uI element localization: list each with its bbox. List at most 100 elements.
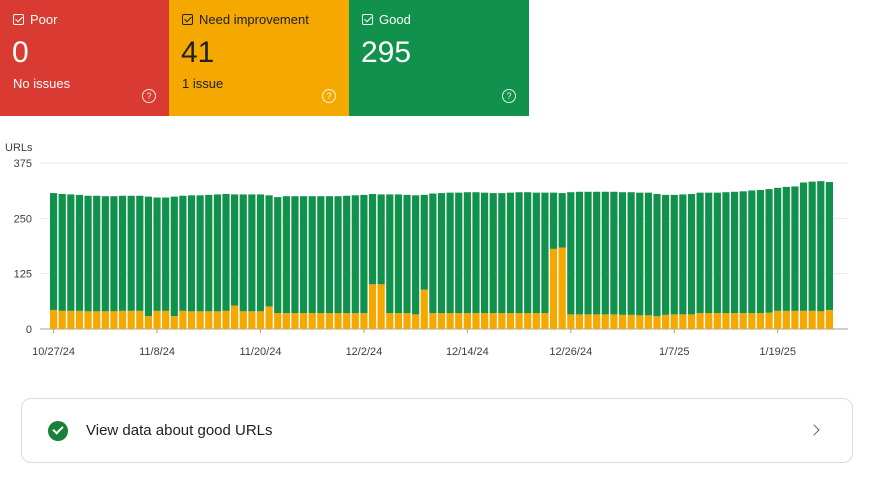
bar-good[interactable] [291, 196, 299, 314]
bar-good[interactable] [265, 195, 273, 307]
bar-need-improvement[interactable] [498, 313, 506, 329]
bar-need-improvement[interactable] [144, 316, 153, 329]
bar-good[interactable] [515, 192, 523, 314]
bar-need-improvement[interactable] [127, 310, 135, 329]
bar-good[interactable] [610, 191, 618, 315]
bar-need-improvement[interactable] [162, 310, 170, 329]
bar-need-improvement[interactable] [239, 311, 247, 329]
bar-need-improvement[interactable] [205, 311, 213, 329]
bar-good[interactable] [765, 189, 773, 313]
bar-good[interactable] [274, 197, 282, 314]
bar-good[interactable] [618, 192, 627, 315]
bar-good[interactable] [567, 192, 575, 315]
bar-need-improvement[interactable] [618, 314, 627, 329]
bar-good[interactable] [584, 191, 592, 315]
bar-good[interactable] [601, 191, 609, 315]
bar-good[interactable] [774, 187, 782, 311]
bar-need-improvement[interactable] [118, 310, 127, 329]
bar-need-improvement[interactable] [325, 313, 334, 329]
bar-need-improvement[interactable] [489, 313, 497, 329]
bar-good[interactable] [84, 195, 92, 312]
bar-need-improvement[interactable] [515, 313, 523, 329]
bar-good[interactable] [58, 193, 66, 311]
bar-good[interactable] [662, 194, 670, 315]
bar-need-improvement[interactable] [593, 314, 601, 329]
bar-good[interactable] [75, 194, 84, 311]
bar-need-improvement[interactable] [610, 314, 618, 329]
bar-good[interactable] [575, 191, 584, 315]
bar-need-improvement[interactable] [472, 313, 480, 329]
bar-good[interactable] [93, 195, 101, 312]
bar-need-improvement[interactable] [506, 313, 515, 329]
bar-good[interactable] [506, 192, 515, 314]
card-good[interactable]: Good 295 ? [349, 0, 529, 116]
help-icon[interactable]: ? [142, 89, 156, 103]
bar-need-improvement[interactable] [368, 284, 377, 329]
bar-need-improvement[interactable] [782, 310, 790, 329]
bar-need-improvement[interactable] [653, 316, 661, 329]
bar-need-improvement[interactable] [412, 314, 420, 329]
bar-need-improvement[interactable] [317, 313, 325, 329]
bar-need-improvement[interactable] [429, 313, 437, 329]
bar-good[interactable] [429, 193, 437, 314]
bar-need-improvement[interactable] [93, 311, 101, 329]
checkbox-icon[interactable] [13, 14, 24, 25]
bar-good[interactable] [67, 194, 75, 311]
bar-need-improvement[interactable] [153, 310, 161, 329]
bar-need-improvement[interactable] [248, 311, 256, 329]
bar-need-improvement[interactable] [58, 310, 66, 329]
bar-good[interactable] [239, 194, 247, 312]
bar-need-improvement[interactable] [110, 311, 118, 329]
bar-good[interactable] [325, 196, 334, 314]
bar-good[interactable] [524, 192, 532, 314]
bar-good[interactable] [756, 190, 765, 314]
bar-need-improvement[interactable] [446, 313, 454, 329]
bar-need-improvement[interactable] [437, 313, 446, 329]
bar-need-improvement[interactable] [213, 311, 221, 329]
bar-need-improvement[interactable] [291, 313, 299, 329]
bar-need-improvement[interactable] [662, 314, 670, 329]
bar-good[interactable] [179, 195, 187, 311]
bar-good[interactable] [187, 195, 196, 312]
bar-need-improvement[interactable] [636, 315, 644, 329]
bar-need-improvement[interactable] [84, 311, 92, 329]
bar-good[interactable] [360, 194, 368, 314]
bar-need-improvement[interactable] [524, 313, 532, 329]
bar-good[interactable] [446, 192, 454, 314]
bar-good[interactable] [808, 181, 816, 311]
bar-need-improvement[interactable] [420, 289, 428, 329]
bar-good[interactable] [558, 193, 566, 248]
bar-good[interactable] [636, 192, 644, 316]
checkbox-icon[interactable] [182, 14, 193, 25]
bar-need-improvement[interactable] [687, 314, 696, 329]
bar-need-improvement[interactable] [799, 310, 808, 329]
bar-good[interactable] [670, 194, 678, 315]
bar-good[interactable] [248, 194, 256, 312]
bar-good[interactable] [403, 194, 411, 314]
bar-good[interactable] [420, 194, 428, 290]
bar-good[interactable] [205, 194, 213, 312]
bar-need-improvement[interactable] [756, 313, 765, 329]
bar-good[interactable] [412, 195, 420, 315]
bar-good[interactable] [196, 195, 204, 312]
bar-need-improvement[interactable] [748, 313, 756, 329]
bar-need-improvement[interactable] [463, 313, 471, 329]
checkbox-icon[interactable] [362, 14, 373, 25]
bar-good[interactable] [498, 193, 506, 314]
bar-need-improvement[interactable] [696, 313, 704, 329]
bar-good[interactable] [739, 191, 747, 314]
bar-need-improvement[interactable] [739, 313, 747, 329]
bar-need-improvement[interactable] [256, 311, 265, 329]
bar-good[interactable] [730, 191, 739, 314]
bar-need-improvement[interactable] [351, 313, 359, 329]
bar-good[interactable] [343, 195, 351, 314]
bar-good[interactable] [593, 191, 601, 315]
bar-need-improvement[interactable] [558, 247, 566, 329]
bar-need-improvement[interactable] [670, 314, 678, 329]
bar-good[interactable] [377, 194, 385, 285]
bar-need-improvement[interactable] [730, 313, 739, 329]
bar-good[interactable] [472, 192, 480, 314]
bar-good[interactable] [489, 193, 497, 314]
bar-good[interactable] [127, 195, 135, 311]
bar-good[interactable] [549, 192, 558, 249]
